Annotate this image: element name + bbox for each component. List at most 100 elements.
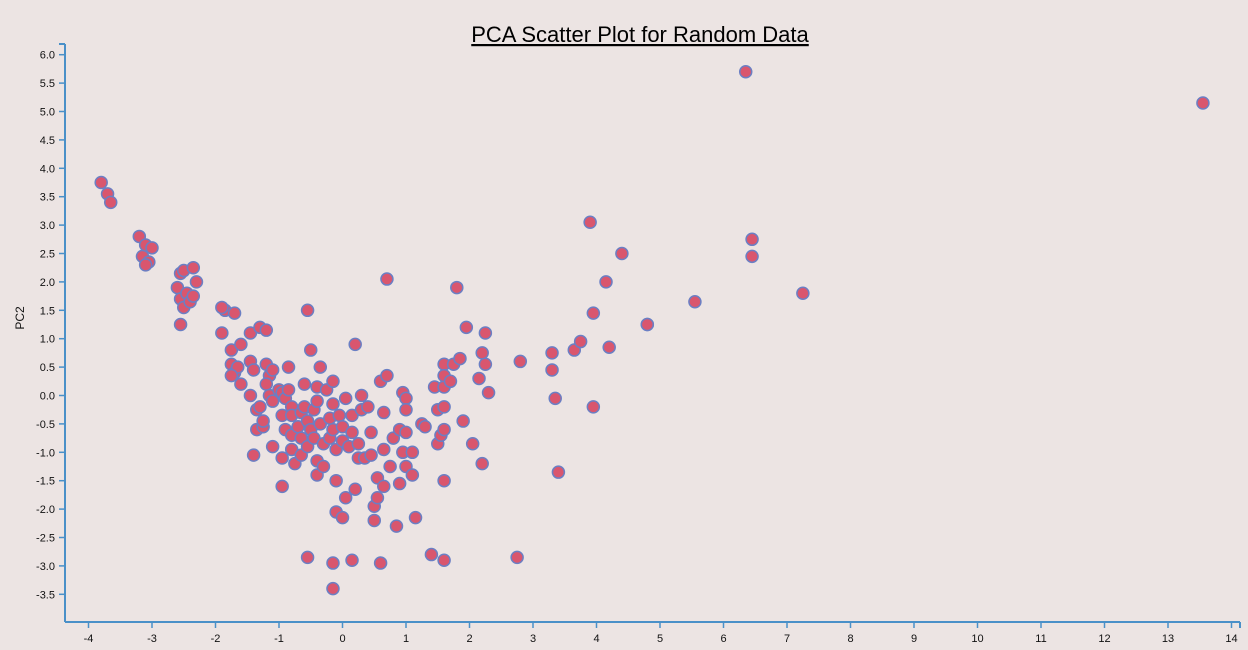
scatter-point — [586, 400, 601, 414]
scatter-point — [377, 405, 391, 420]
scatter-point — [573, 334, 588, 349]
scatter-point — [377, 479, 391, 494]
scatter-point — [304, 343, 318, 357]
scatter-point — [326, 581, 340, 596]
y-tick-label: -3.0 — [36, 561, 55, 573]
x-tick-label: 7 — [784, 633, 790, 645]
scatter-point — [380, 272, 394, 286]
scatter-point — [602, 340, 616, 354]
y-tick-label: -1.5 — [36, 476, 55, 488]
scatter-point — [599, 275, 613, 289]
scatter-point — [424, 547, 439, 562]
scatter-point — [243, 388, 258, 403]
scatter-point — [326, 397, 340, 411]
scatter-point — [265, 439, 280, 454]
scatter-point — [364, 425, 378, 440]
scatter-point — [173, 317, 188, 332]
scatter-point — [345, 553, 359, 567]
x-tick-label: 4 — [593, 633, 599, 645]
scatter-point — [383, 459, 397, 474]
y-tick-label: 4.5 — [40, 135, 55, 147]
x-tick-label: 0 — [339, 633, 345, 645]
y-tick-label: 2.5 — [40, 249, 55, 261]
scatter-point — [513, 354, 528, 369]
y-tick-label: 0.5 — [40, 362, 55, 374]
scatter-point — [389, 519, 404, 533]
scatter-point — [472, 371, 486, 386]
y-tick-label: -2.5 — [36, 533, 55, 545]
scatter-point — [443, 374, 458, 389]
y-tick-label: -1.0 — [36, 447, 55, 459]
scatter-point — [300, 550, 315, 565]
x-tick-label: 14 — [1225, 633, 1237, 645]
scatter-point — [475, 346, 489, 360]
scatter-point — [465, 437, 480, 451]
scatter-point — [367, 513, 381, 528]
scatter-point — [246, 363, 261, 377]
scatter-point — [1196, 96, 1210, 110]
scatter-point — [234, 377, 248, 391]
scatter-point — [453, 351, 467, 366]
scatter-point — [351, 437, 366, 451]
y-tick-label: -2.0 — [36, 504, 55, 516]
scatter-point — [224, 368, 239, 383]
x-tick-label: 5 — [657, 633, 663, 645]
x-tick-label: 3 — [530, 633, 536, 645]
scatter-point — [738, 64, 753, 79]
x-tick-label: 1 — [403, 633, 409, 645]
scatter-point — [253, 400, 267, 414]
data-points — [94, 64, 1210, 596]
scatter-point — [265, 394, 280, 408]
scatter-point — [332, 408, 347, 423]
scatter-point — [380, 368, 394, 383]
scatter-point — [459, 320, 474, 335]
scatter-point — [256, 414, 270, 428]
scatter-point — [313, 360, 328, 374]
x-tick-label: 8 — [847, 633, 853, 645]
scatter-point — [688, 295, 702, 309]
scatter-point — [545, 363, 559, 377]
scatter-point — [335, 510, 350, 525]
scatter-point — [345, 425, 359, 440]
x-tick-label: 11 — [1035, 633, 1046, 645]
scatter-point — [405, 468, 420, 482]
scatter-point — [399, 425, 413, 440]
scatter-point — [437, 553, 451, 567]
scatter-point — [450, 280, 464, 295]
scatter-point — [418, 419, 432, 434]
scatter-point — [551, 465, 566, 479]
x-tick-label: -4 — [84, 633, 94, 645]
scatter-point — [281, 360, 296, 374]
scatter-point — [326, 556, 340, 570]
scatter-point — [189, 275, 204, 289]
scatter-point — [408, 510, 423, 525]
scatter-point — [234, 337, 248, 352]
scatter-point — [348, 482, 362, 496]
scatter-point — [510, 550, 524, 565]
scatter-point — [326, 374, 340, 389]
scatter-point — [399, 402, 413, 417]
scatter-point — [405, 445, 420, 460]
scatter-point — [329, 473, 343, 488]
y-tick-label: 1.0 — [40, 334, 55, 346]
scatter-point — [275, 479, 289, 494]
scatter-point — [548, 391, 562, 406]
y-axis: -3.5 -3.0 -2.5 -2.0 -1.5 -1.0 -0.5 0.0 0.5 1.0 1.5… — [36, 43, 66, 622]
scatter-point — [745, 232, 759, 247]
scatter-point — [215, 326, 229, 340]
y-tick-label: 5.0 — [40, 107, 55, 119]
scatter-point — [640, 317, 655, 332]
x-tick-label: 12 — [1098, 633, 1110, 645]
scatter-point — [583, 215, 597, 230]
scatter-point — [354, 388, 369, 403]
x-tick-label: 6 — [720, 633, 726, 645]
scatter-point — [399, 391, 413, 406]
y-axis-label: PC2 — [13, 306, 27, 330]
y-tick-label: -3.5 — [36, 589, 55, 601]
y-tick-label: 6.0 — [40, 50, 55, 62]
scatter-point — [246, 448, 261, 462]
scatter-point — [316, 459, 331, 474]
scatter-point — [478, 357, 493, 372]
scatter-point — [227, 306, 242, 320]
y-tick-label: 4.0 — [40, 163, 55, 175]
